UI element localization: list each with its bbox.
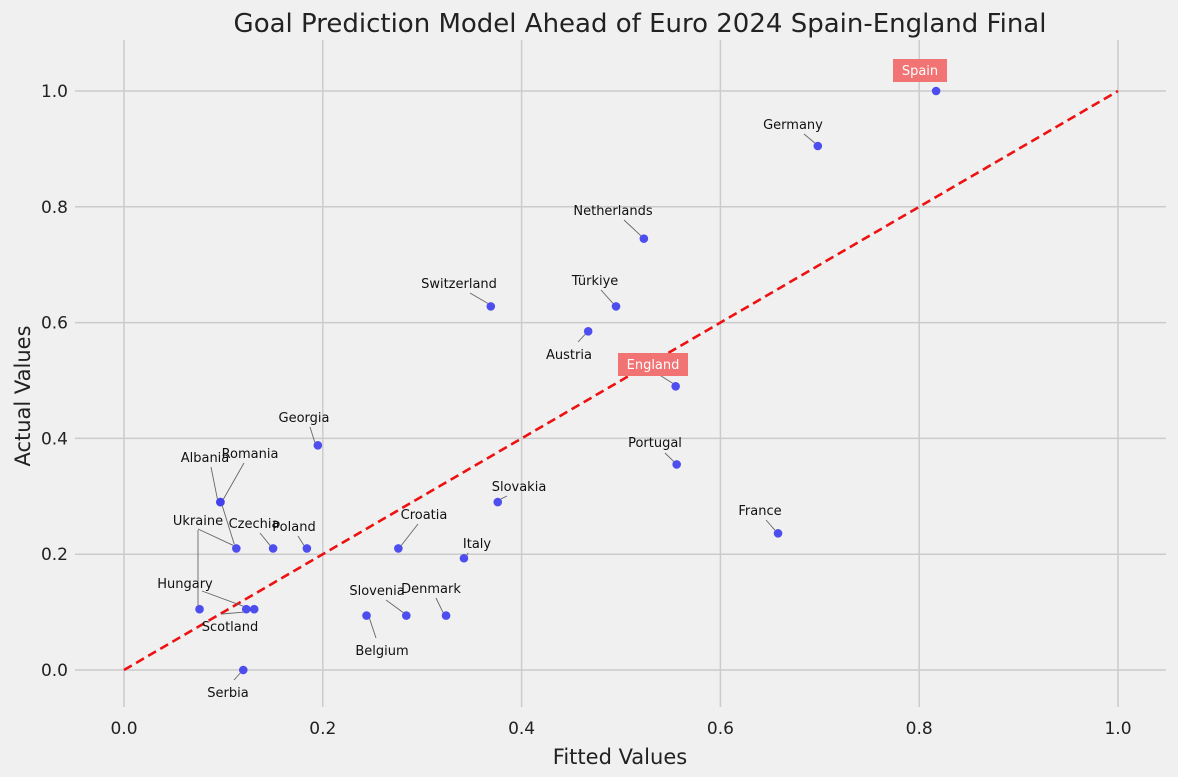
data-point [441,611,451,620]
label-leader-line [664,452,674,462]
point-label: Italy [463,537,492,552]
data-point [773,529,783,538]
data-point [583,326,593,336]
x-tick-label: 0.6 [707,719,734,739]
point-label: Serbia [207,686,248,701]
data-point [394,544,403,553]
point-label: Czechia [229,517,280,532]
data-point [493,497,503,507]
label-leader-line [400,523,419,546]
y-tick-label: 0.0 [41,661,68,681]
data-point [302,544,312,553]
point-label: Slovenia [349,584,404,599]
data-point [249,604,259,614]
point-labels-layer: Spain Germany Netherlands Switzerland Türkiy… [157,59,947,701]
point-label: England [627,358,680,373]
label-leader-line [500,495,508,500]
data-point [195,604,204,614]
label-leader-line [309,426,316,443]
label-leader-line [765,519,776,531]
reference-line [123,89,1119,672]
label-leader-line [201,590,244,607]
data-point [813,141,823,151]
data-point [238,665,248,675]
y-tick-label: 0.6 [41,314,68,334]
data-point [639,234,649,243]
chart-title: Goal Prediction Model Ahead of Euro 2024… [234,9,1047,39]
point-label: Georgia [279,411,330,426]
y-axis-label: Actual Values [11,325,35,466]
point-label: Austria [546,348,592,363]
point-label: Slovakia [492,480,547,495]
point-label: Hungary [157,577,213,592]
label-leader-line [435,597,444,613]
highlight-label-box [893,59,947,82]
x-tick-label: 0.4 [508,719,535,739]
label-leader-line [803,133,816,144]
x-tick-label: 0.0 [110,719,137,739]
x-tick-label: 1.0 [1104,719,1131,739]
point-label: Poland [272,520,315,535]
label-leader-line [297,535,305,546]
point-label: Albania [181,451,230,466]
point-label: Switzerland [421,277,497,292]
y-tick-label: 0.2 [41,545,68,565]
label-leader-line [223,462,245,500]
label-leader-line [233,672,241,681]
data-point [362,611,371,620]
label-leader-line [466,552,469,556]
point-label: Türkiye [571,274,619,289]
data-point [401,611,411,620]
y-tick-label: 0.8 [41,198,68,218]
data-point [268,544,278,553]
label-leader-line [623,219,642,236]
point-label: Romania [222,447,279,462]
y-tick-label: 1.0 [41,82,68,102]
point-label: Scotland [202,620,259,635]
x-tick-label: 0.2 [309,719,336,739]
ticks-layer: 0.0 0.2 0.4 0.6 0.8 1.0 0.0 0.2 0.4 0.6 0.8 1.0 [41,82,1132,739]
point-label: Portugal [628,436,682,451]
data-point [232,544,241,553]
reference-line-layer [123,89,1119,672]
point-label: Netherlands [573,204,652,219]
point-label: France [738,504,781,519]
label-leader-line [369,618,377,639]
label-leader-line [469,292,489,304]
label-leader-line [197,528,234,546]
grid [75,40,1166,707]
point-label: Croatia [401,508,448,523]
data-point [216,497,225,507]
data-point [459,553,469,563]
label-leader-line [221,611,244,615]
point-label: Belgium [355,644,408,659]
data-point [313,441,323,450]
data-point [611,302,621,311]
label-leader-line [577,333,586,343]
data-point [671,381,680,391]
label-leader-line [259,532,271,546]
point-label: Germany [763,118,823,133]
y-tick-label: 0.4 [41,429,68,449]
label-leader-line [600,289,614,304]
x-tick-label: 0.8 [906,719,933,739]
point-label: Denmark [401,582,461,597]
data-point [241,604,251,614]
data-point [931,86,941,96]
label-leader-line [385,599,404,613]
data-point [486,302,496,311]
points-layer [195,86,941,675]
point-label: Ukraine [173,514,223,529]
label-leader-line [221,504,235,545]
highlight-label-box [618,353,688,376]
label-leader-line [210,466,218,500]
x-axis-label: Fitted Values [553,745,687,769]
data-point [672,460,681,469]
point-label: Spain [902,64,938,79]
